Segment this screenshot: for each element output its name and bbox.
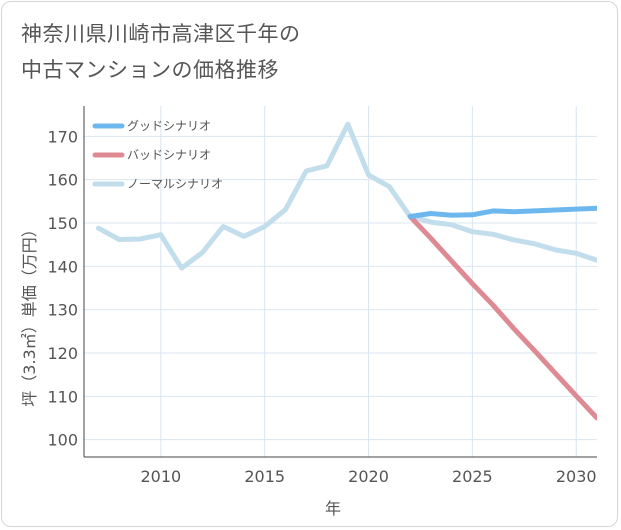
x-tick-label: 2015 bbox=[244, 467, 285, 486]
x-axis-title: 年 bbox=[325, 499, 341, 518]
y-tick-label: 140 bbox=[47, 257, 78, 276]
legend-label-0: グッドシナリオ bbox=[127, 119, 211, 133]
chart-title: 神奈川県川崎市高津区千年の 中古マンションの価格推移 bbox=[21, 16, 301, 88]
y-tick-label: 170 bbox=[47, 127, 78, 146]
y-tick-label: 110 bbox=[47, 387, 78, 406]
y-tick-label: 160 bbox=[47, 171, 78, 190]
y-tick-label: 150 bbox=[47, 214, 78, 233]
x-tick-label: 2025 bbox=[452, 467, 493, 486]
chart-title-line-1: 神奈川県川崎市高津区千年の bbox=[21, 22, 301, 46]
chart-title-line-2: 中古マンションの価格推移 bbox=[21, 58, 279, 82]
x-tick-label: 2030 bbox=[556, 467, 597, 486]
legend-label-1: バッドシナリオ bbox=[127, 148, 211, 162]
y-tick-label: 120 bbox=[47, 344, 78, 363]
y-tick-label: 130 bbox=[47, 301, 78, 320]
y-axis-title: 坪（3.3㎡）単価（万円） bbox=[20, 221, 39, 406]
series-line-2 bbox=[96, 121, 597, 271]
series-line-0 bbox=[407, 205, 597, 219]
y-tick-label: 100 bbox=[47, 431, 78, 450]
axes: 100 110 120 130 140 150 160 170 2010 2015 2020 2025… bbox=[47, 106, 597, 486]
series-lines bbox=[96, 121, 597, 421]
legend-label-2: ノーマルシナリオ bbox=[127, 177, 223, 191]
x-tick-label: 2020 bbox=[348, 467, 389, 486]
x-tick-label: 2010 bbox=[140, 467, 181, 486]
series-line-1 bbox=[407, 214, 597, 421]
